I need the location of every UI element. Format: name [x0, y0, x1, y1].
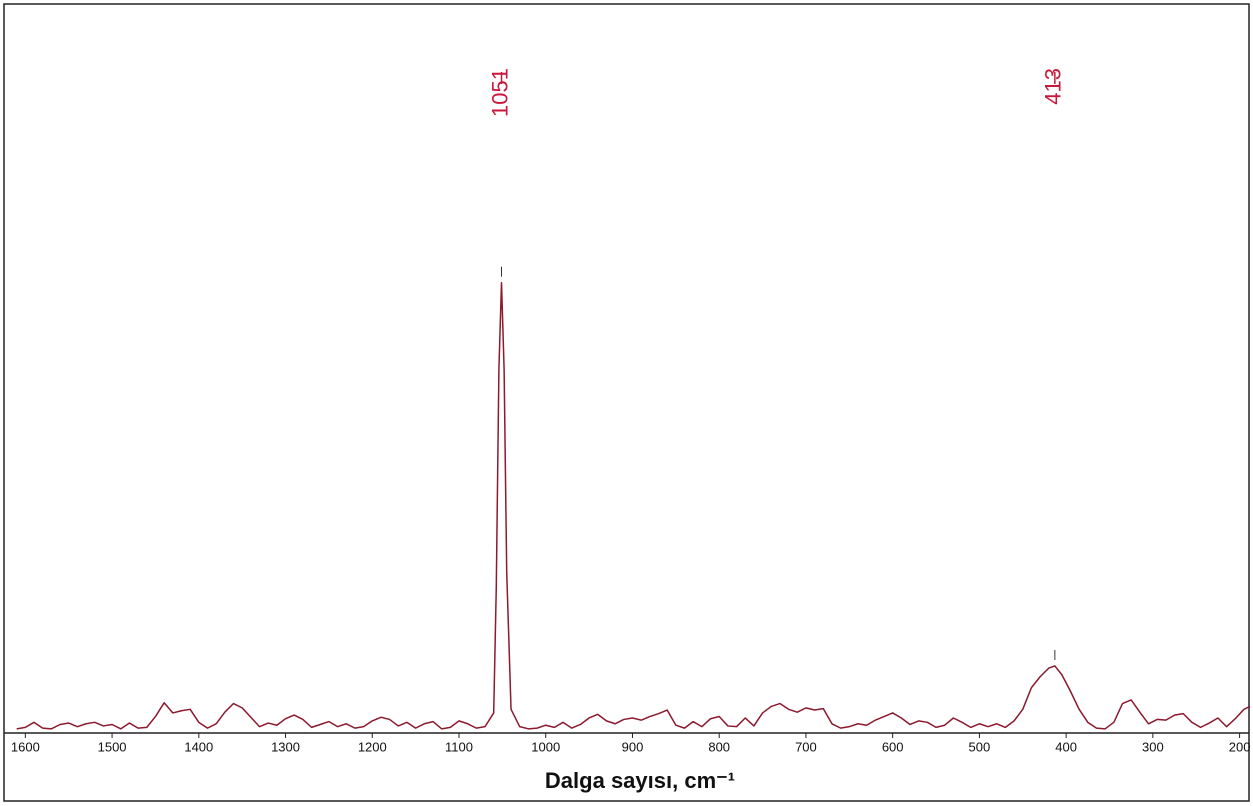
x-tick-label: 1500 — [98, 739, 127, 754]
x-tick-label: 200 — [1229, 739, 1251, 754]
x-tick-label: 1400 — [184, 739, 213, 754]
x-tick-label: 500 — [969, 739, 991, 754]
peak-label: 1051 — [487, 68, 512, 117]
x-tick-label: 900 — [622, 739, 644, 754]
x-tick-label: 400 — [1055, 739, 1077, 754]
x-tick-label: 1600 — [11, 739, 40, 754]
x-tick-label: 700 — [795, 739, 817, 754]
x-tick-label: 1000 — [531, 739, 560, 754]
x-tick-label: 600 — [882, 739, 904, 754]
x-axis-title: Dalga sayısı, cm⁻¹ — [545, 768, 735, 793]
peak-label: 413 — [1041, 68, 1066, 105]
x-tick-label: 1200 — [358, 739, 387, 754]
x-tick-label: 800 — [708, 739, 730, 754]
x-tick-label: 300 — [1142, 739, 1164, 754]
frame — [3, 3, 1250, 802]
spectrum-line — [16, 281, 1251, 730]
x-tick-label: 1300 — [271, 739, 300, 754]
x-tick-label: 1100 — [445, 739, 473, 754]
